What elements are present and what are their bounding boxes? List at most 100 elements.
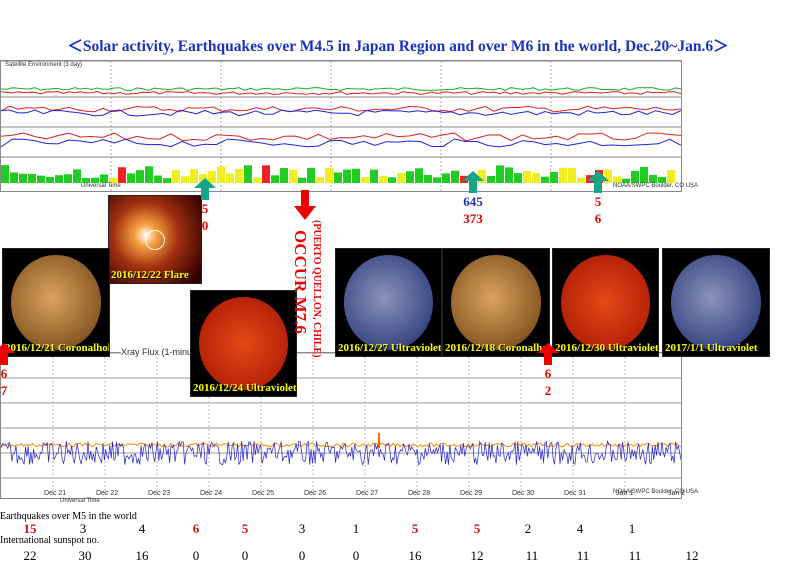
earthquake-count: 3 bbox=[79, 521, 87, 536]
earthquake-count: 6 bbox=[192, 521, 200, 536]
kp-bar bbox=[415, 168, 423, 183]
image-caption: 2016/12/21 Coronalhole bbox=[5, 342, 110, 354]
axis-label: Universal Time bbox=[81, 183, 121, 189]
kp-bar bbox=[334, 172, 342, 183]
sunspot-count: 11 bbox=[525, 548, 539, 563]
arrow bbox=[587, 171, 609, 193]
kp-bar bbox=[613, 176, 621, 183]
earthquake-count: 5 bbox=[411, 521, 419, 536]
credit: NOAA/SWPC Boulder, CO USA bbox=[613, 489, 699, 495]
kp-bar bbox=[28, 173, 36, 183]
kp-bar bbox=[505, 167, 513, 183]
earthquake-count: 4 bbox=[138, 521, 146, 536]
kp-bar bbox=[235, 168, 243, 183]
kp-bar bbox=[208, 170, 216, 183]
kp-bar bbox=[622, 178, 630, 183]
arrow bbox=[194, 178, 216, 200]
kp-bar bbox=[316, 177, 324, 183]
kp-bar bbox=[550, 171, 558, 183]
kp-bar bbox=[397, 172, 405, 183]
kp-bar bbox=[514, 173, 522, 183]
sunspot-count: 0 bbox=[192, 548, 200, 563]
arrow-text: (PUERTO QUELLON, CHILE) bbox=[311, 220, 322, 358]
kp-bar bbox=[154, 175, 162, 183]
sun bbox=[344, 255, 433, 350]
kp-bar bbox=[217, 166, 225, 183]
kp-bar bbox=[442, 173, 450, 183]
date-label: Dec 24 bbox=[200, 490, 223, 497]
kp-bar bbox=[289, 169, 297, 183]
kp-bar bbox=[37, 175, 45, 183]
kp-bar bbox=[307, 167, 315, 183]
kp-bar bbox=[631, 170, 639, 183]
date-label: Dec 30 bbox=[512, 490, 535, 497]
kp-bar bbox=[667, 170, 675, 183]
image-caption: 2016/12/24 Ultraviolet bbox=[193, 382, 297, 394]
trace bbox=[0, 132, 682, 142]
kp-bar bbox=[424, 174, 432, 183]
sunspot-count: 12 bbox=[470, 548, 484, 563]
arrow-shape bbox=[0, 343, 15, 365]
kp-bar bbox=[640, 166, 648, 183]
date-label: Dec 28 bbox=[408, 490, 431, 497]
date-label: Dec 26 bbox=[304, 490, 327, 497]
kp-bar bbox=[64, 174, 72, 183]
arrow bbox=[537, 343, 559, 365]
earthquake-count: 15 bbox=[23, 521, 37, 536]
kp-bar bbox=[541, 176, 549, 183]
top-chart-plot bbox=[0, 60, 682, 191]
kp-bar bbox=[1, 165, 9, 183]
image-caption: 2016/12/18 Coronalhole bbox=[445, 342, 550, 354]
arrow-shape bbox=[194, 178, 216, 200]
title: ＜Solar activity, Earthquakes over M4.5 i… bbox=[67, 38, 729, 55]
arrow-text: 6 bbox=[544, 366, 552, 381]
kp-bar bbox=[136, 170, 144, 183]
earthquake-count: 1 bbox=[628, 521, 636, 536]
kp-bar bbox=[19, 173, 27, 183]
sunspot-count: 12 bbox=[685, 548, 699, 563]
image-caption: 2016/12/27 Ultraviolet bbox=[338, 342, 442, 354]
sunspot-count: 11 bbox=[576, 548, 590, 563]
kp-bar bbox=[568, 167, 576, 183]
kp-bar bbox=[280, 167, 288, 183]
arrow-shape bbox=[587, 171, 609, 193]
kp-bar bbox=[82, 178, 90, 183]
bottom-chart-plot bbox=[0, 352, 682, 498]
kp-bar bbox=[127, 173, 135, 183]
occulter bbox=[145, 230, 165, 250]
kp-bar bbox=[163, 178, 171, 183]
solar-image: 2016/12/18 Coronalhole bbox=[442, 248, 550, 357]
kp-bar bbox=[199, 174, 207, 183]
kp-bar bbox=[55, 175, 63, 183]
arrow bbox=[294, 190, 316, 220]
kp-bar bbox=[181, 176, 189, 183]
sunspot-count: 0 bbox=[241, 548, 249, 563]
kp-bar bbox=[451, 170, 459, 183]
trace bbox=[0, 439, 682, 466]
trace bbox=[0, 138, 682, 148]
kp-bar bbox=[145, 166, 153, 183]
arrow bbox=[0, 343, 15, 365]
arrow-shape bbox=[537, 343, 559, 365]
kp-bar bbox=[352, 168, 360, 183]
trace bbox=[0, 90, 682, 96]
date-label: Dec 31 bbox=[564, 490, 587, 497]
sunspot-count: 0 bbox=[298, 548, 306, 563]
arrow-text: 6 bbox=[594, 211, 602, 226]
kp-bar bbox=[370, 169, 378, 183]
kp-bar bbox=[532, 172, 540, 183]
image-caption: 2016/12/30 Ultraviolet bbox=[555, 342, 659, 354]
axis-label: Universal Time bbox=[60, 498, 100, 504]
date-label: Dec 23 bbox=[148, 490, 171, 497]
trace bbox=[0, 109, 682, 117]
sun bbox=[199, 297, 288, 390]
kp-bar bbox=[325, 167, 333, 183]
image-caption: 2016/12/22 Flare bbox=[111, 269, 189, 281]
kp-bar bbox=[388, 177, 396, 183]
kp-bar bbox=[262, 165, 270, 183]
kp-bar bbox=[649, 174, 657, 183]
arrow-text: 0 bbox=[201, 218, 209, 233]
earthquake-count: 4 bbox=[576, 521, 584, 536]
date-label: Dec 27 bbox=[356, 490, 379, 497]
